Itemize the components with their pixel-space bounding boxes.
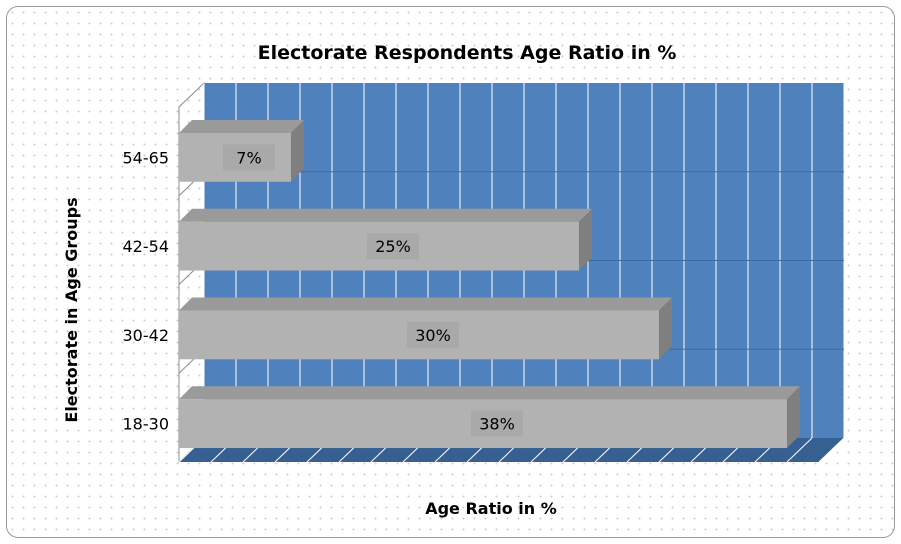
chart-frame: Electorate Respondents Age Ratio in % 38… [6,6,895,538]
data-label-backing [367,233,419,260]
bar-top [179,208,592,222]
bar-end [659,297,672,360]
data-label: 38% [479,415,515,434]
bar-top [179,386,800,400]
category-axis: 18-30 30-42 42-54 54-65 [123,148,170,433]
bar-end [579,208,592,271]
data-label-backing [407,321,459,348]
x-axis-title: Age Ratio in % [425,499,557,518]
data-label: 30% [415,326,451,345]
bar-top [179,119,304,133]
y-axis-title: Electorate in Age Groups [62,197,81,422]
data-label-backing [223,144,275,171]
chart-title: Electorate Respondents Age Ratio in % [258,42,677,64]
bar-top [179,297,672,311]
category-tick-label: 18-30 [123,415,170,434]
data-label: 7% [236,148,261,167]
bar-end [787,386,800,449]
floor-gridline [786,437,813,463]
category-tick-label: 54-65 [123,148,170,167]
data-label-backing [471,410,523,437]
category-tick-label: 42-54 [123,237,170,256]
bar-series: 38% 30% 25% 7% [179,119,800,449]
bar-end [291,119,304,182]
data-label: 25% [375,237,411,256]
floor-gridline [818,437,845,463]
bar-chart: Electorate Respondents Age Ratio in % 38… [62,42,845,518]
category-tick-label: 30-42 [123,326,170,345]
